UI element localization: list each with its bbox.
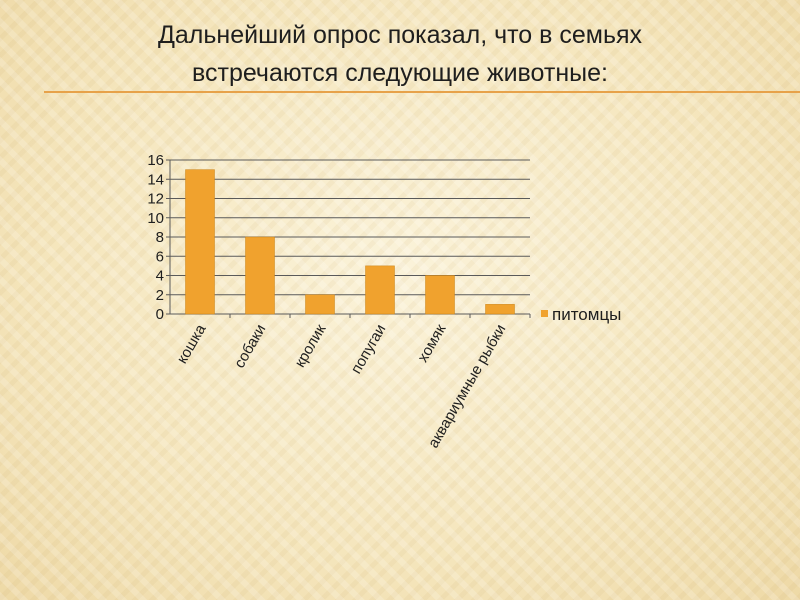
- y-tick-label: 14: [147, 171, 164, 188]
- bar-2: [305, 294, 335, 315]
- x-category-label: попугаи: [348, 322, 390, 377]
- x-category-label: хомяк: [414, 321, 449, 365]
- bars: [185, 169, 515, 315]
- bar-0: [185, 169, 215, 315]
- y-tick-label: 8: [156, 229, 164, 246]
- y-tick-label: 6: [156, 248, 164, 265]
- x-axis-categories: кошка собаки кролик попугаи хомякаквариумные…: [174, 321, 510, 451]
- title-divider: [44, 91, 800, 93]
- y-tick-label: 2: [156, 287, 164, 304]
- bar-5: [485, 304, 515, 315]
- y-tick-label: 10: [147, 210, 164, 227]
- legend-swatch: [541, 310, 548, 317]
- slide-title-line-2: встречаются следующие животные:: [192, 59, 608, 87]
- bar-4: [425, 275, 455, 315]
- x-category-label: кролик: [291, 321, 329, 370]
- grid-lines: [166, 159, 531, 318]
- y-tick-label: 12: [147, 191, 164, 208]
- x-category-label: собаки: [231, 322, 269, 372]
- legend: питомцы: [541, 305, 621, 324]
- y-tick-label: 4: [156, 268, 164, 285]
- bar-1: [245, 236, 275, 315]
- y-tick-label: 16: [147, 152, 164, 169]
- slide-title: Дальнейший опрос показал, что в семьях в…: [60, 16, 740, 92]
- bar-3: [365, 265, 395, 315]
- legend-label: питомцы: [552, 305, 621, 324]
- x-category-label: кошка: [174, 321, 210, 367]
- y-axis-ticks: 0 2 4 6 8 10 12 14 16: [147, 152, 164, 323]
- slide-title-line-1: Дальнейший опрос показал, что в семьях: [157, 21, 643, 49]
- y-tick-label: 0: [156, 306, 164, 323]
